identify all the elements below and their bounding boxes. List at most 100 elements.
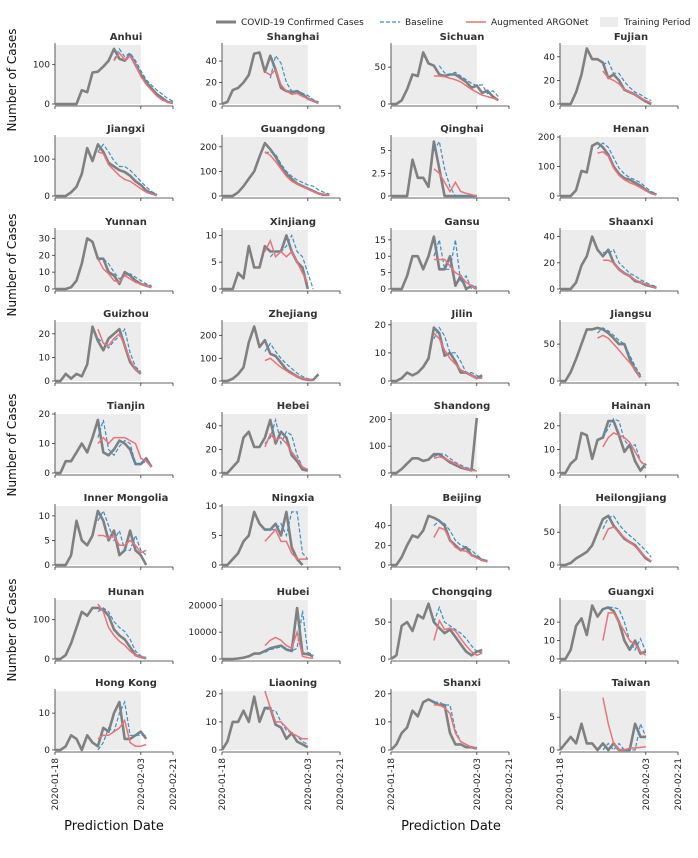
panel-jiangsu-ytick-label-0: 0 bbox=[549, 377, 555, 387]
panel-hainan-argonet-line bbox=[602, 432, 647, 467]
panel-hubei-title: Hubei bbox=[277, 587, 310, 598]
panel-guangdong-ytick-label-2: 200 bbox=[200, 143, 217, 153]
x-axis-label-right: Prediction Date bbox=[401, 819, 501, 834]
panel-hebei-argonet-line bbox=[264, 432, 309, 471]
panel-sichuan-argonet-line bbox=[433, 75, 499, 101]
panel-hong-kong-ytick-label-0: 0 bbox=[44, 746, 50, 756]
panel-fujian-ytick-label-0: 0 bbox=[549, 100, 555, 110]
panel-sichuan-baseline-line bbox=[438, 65, 499, 98]
panel-fujian-ytick-label-1: 20 bbox=[544, 76, 556, 86]
panel-hebei-confirmed-line bbox=[222, 418, 309, 475]
panel-hong-kong-baseline-line bbox=[97, 700, 147, 751]
panel-jilin-ytick-label-1: 10 bbox=[375, 349, 387, 359]
panel-guangdong-ytick-label-0: 0 bbox=[211, 192, 217, 202]
panel-liaoning-xtick-label-2: 2020-02-21 bbox=[336, 758, 346, 810]
panel-liaoning-ytick-label-0: 0 bbox=[211, 746, 217, 756]
panel-hunan: 0 100 Hunan bbox=[33, 587, 174, 665]
panel-shandong-title: Shandong bbox=[434, 401, 491, 412]
panel-jiangsu-baseline-line bbox=[597, 327, 642, 376]
y-axis-labels: Number of Cases Number of Cases Number o… bbox=[5, 28, 19, 681]
panel-heilongjiang-baseline-line bbox=[602, 515, 652, 558]
panel-inner-mongolia-confirmed-line bbox=[55, 509, 148, 567]
panel-beijing-ytick-label-1: 20 bbox=[375, 541, 387, 551]
panel-guangdong-title: Guangdong bbox=[261, 124, 326, 135]
panel-shanghai-argonet-line bbox=[264, 68, 319, 104]
panel-shaanxi: 0 20 40 Shaanxi bbox=[544, 217, 679, 295]
panel-fujian-title: Fujian bbox=[614, 32, 648, 43]
panel-shandong-ytick-label-1: 100 bbox=[369, 442, 386, 452]
panel-taiwan-ytick-label-0: 0 bbox=[549, 746, 555, 756]
panel-taiwan-xtick-label-0: 2020-01-18 bbox=[556, 758, 566, 811]
panel-xinjiang-ytick-label-2: 10 bbox=[206, 231, 218, 241]
panel-ningxia-ytick-label-0: 0 bbox=[211, 561, 217, 571]
y-axis-label-row-1: Number of Cases bbox=[5, 28, 19, 131]
panel-shandong-training-band bbox=[391, 414, 477, 473]
panel-guizhou-title: Guizhou bbox=[103, 309, 149, 320]
panel-jiangsu-training-band bbox=[560, 322, 646, 381]
legend-training-swatch bbox=[600, 17, 618, 27]
panel-heilongjiang: 0 50 Heilongjiang bbox=[544, 493, 679, 571]
panel-chongqing-ytick-label-1: 50 bbox=[375, 618, 387, 628]
panel-shanghai-baseline-line bbox=[269, 54, 319, 103]
panel-ningxia-title: Ningxia bbox=[272, 493, 315, 504]
panel-zhejiang-ytick-label-1: 100 bbox=[200, 354, 217, 364]
panel-zhejiang-ytick-label-0: 0 bbox=[211, 377, 217, 387]
panel-jiangxi: 0 100 Jiangxi bbox=[33, 124, 174, 202]
panel-fujian-baseline-line bbox=[602, 60, 652, 102]
panel-chongqing-training-band bbox=[391, 600, 477, 659]
panel-beijing-argonet-line bbox=[433, 526, 488, 563]
panel-yunnan-title: Yunnan bbox=[104, 217, 147, 228]
panel-hong-kong-ytick-label-1: 10 bbox=[39, 709, 51, 719]
panel-guizhou-ytick-label-0: 0 bbox=[44, 377, 50, 387]
panel-ningxia-argonet-line bbox=[264, 528, 308, 560]
panel-xinjiang-baseline-line bbox=[269, 233, 314, 290]
panel-taiwan-xtick-label-1: 2020-02-03 bbox=[642, 758, 652, 810]
panel-shanghai-ytick-label-2: 40 bbox=[206, 57, 218, 67]
panel-hebei: 0 20 40 Hebei bbox=[206, 401, 341, 479]
legend-confirmed-label: COVID-19 Confirmed Cases bbox=[241, 18, 364, 28]
panel-qinghai-confirmed-line bbox=[391, 140, 477, 198]
panel-hong-kong-xtick-label-2: 2020-02-21 bbox=[169, 758, 179, 810]
panel-chongqing-argonet-line bbox=[433, 618, 483, 657]
panel-gansu-confirmed-line bbox=[391, 235, 478, 291]
panel-guangdong-argonet-line bbox=[264, 151, 330, 196]
panel-inner-mongolia: 0 5 10 Inner Mongolia bbox=[39, 493, 174, 571]
panel-jiangxi-ytick-label-0: 0 bbox=[44, 192, 50, 202]
panel-shaanxi-ytick-label-0: 0 bbox=[549, 285, 555, 295]
panel-jiangxi-ytick-label-1: 100 bbox=[33, 155, 50, 165]
panel-liaoning-xtick-label-0: 2020-01-18 bbox=[218, 758, 228, 811]
panel-zhejiang-ytick-label-2: 200 bbox=[200, 332, 217, 342]
panel-fujian-training-band bbox=[560, 45, 646, 104]
panel-guizhou-argonet-line bbox=[97, 328, 142, 375]
panel-jilin-argonet-line bbox=[433, 332, 483, 379]
panel-inner-mongolia-ytick-label-2: 10 bbox=[39, 512, 51, 522]
panel-jilin-title: Jilin bbox=[450, 309, 472, 320]
panel-henan-argonet-line bbox=[597, 150, 657, 196]
panel-shanghai-ytick-label-0: 0 bbox=[211, 100, 217, 110]
panel-zhejiang-argonet-line bbox=[264, 357, 314, 382]
panel-henan-ytick-label-1: 100 bbox=[538, 163, 555, 173]
panel-gansu-ytick-label-1: 5 bbox=[380, 269, 386, 279]
panel-guizhou: 0 10 20 Guizhou bbox=[39, 309, 174, 387]
panel-heilongjiang-argonet-line bbox=[602, 526, 652, 562]
panel-hubei-ytick-label-1: 10000 bbox=[188, 628, 217, 638]
panel-jiangxi-title: Jiangxi bbox=[106, 124, 145, 135]
panel-hebei-ytick-label-2: 40 bbox=[206, 422, 218, 432]
panel-heilongjiang-confirmed-line bbox=[560, 514, 652, 567]
panel-yunnan: 0 10 20 30 Yunnan bbox=[39, 217, 174, 295]
panel-hong-kong-argonet-line bbox=[97, 718, 147, 748]
panel-jiangsu: 0 50 Jiangsu bbox=[544, 309, 679, 387]
panel-beijing-ytick-label-2: 40 bbox=[375, 522, 387, 532]
panel-jiangsu-argonet-line bbox=[597, 334, 642, 378]
panel-guangxi-argonet-line bbox=[602, 612, 647, 656]
panel-shanxi-title: Shanxi bbox=[443, 678, 481, 689]
panel-henan: 0 100 200 Henan bbox=[538, 124, 679, 202]
panel-shaanxi-title: Shaanxi bbox=[609, 217, 654, 228]
panel-xinjiang-argonet-line bbox=[264, 238, 309, 284]
panel-shaanxi-ytick-label-1: 20 bbox=[544, 259, 556, 269]
panel-yunnan-argonet-line bbox=[97, 258, 152, 289]
panel-hubei: 0 10000 20000 Hubei bbox=[188, 587, 341, 665]
panel-ningxia-ytick-label-1: 5 bbox=[211, 532, 217, 542]
panel-liaoning-training-band bbox=[222, 691, 308, 750]
panel-hubei-confirmed-line bbox=[222, 606, 314, 661]
